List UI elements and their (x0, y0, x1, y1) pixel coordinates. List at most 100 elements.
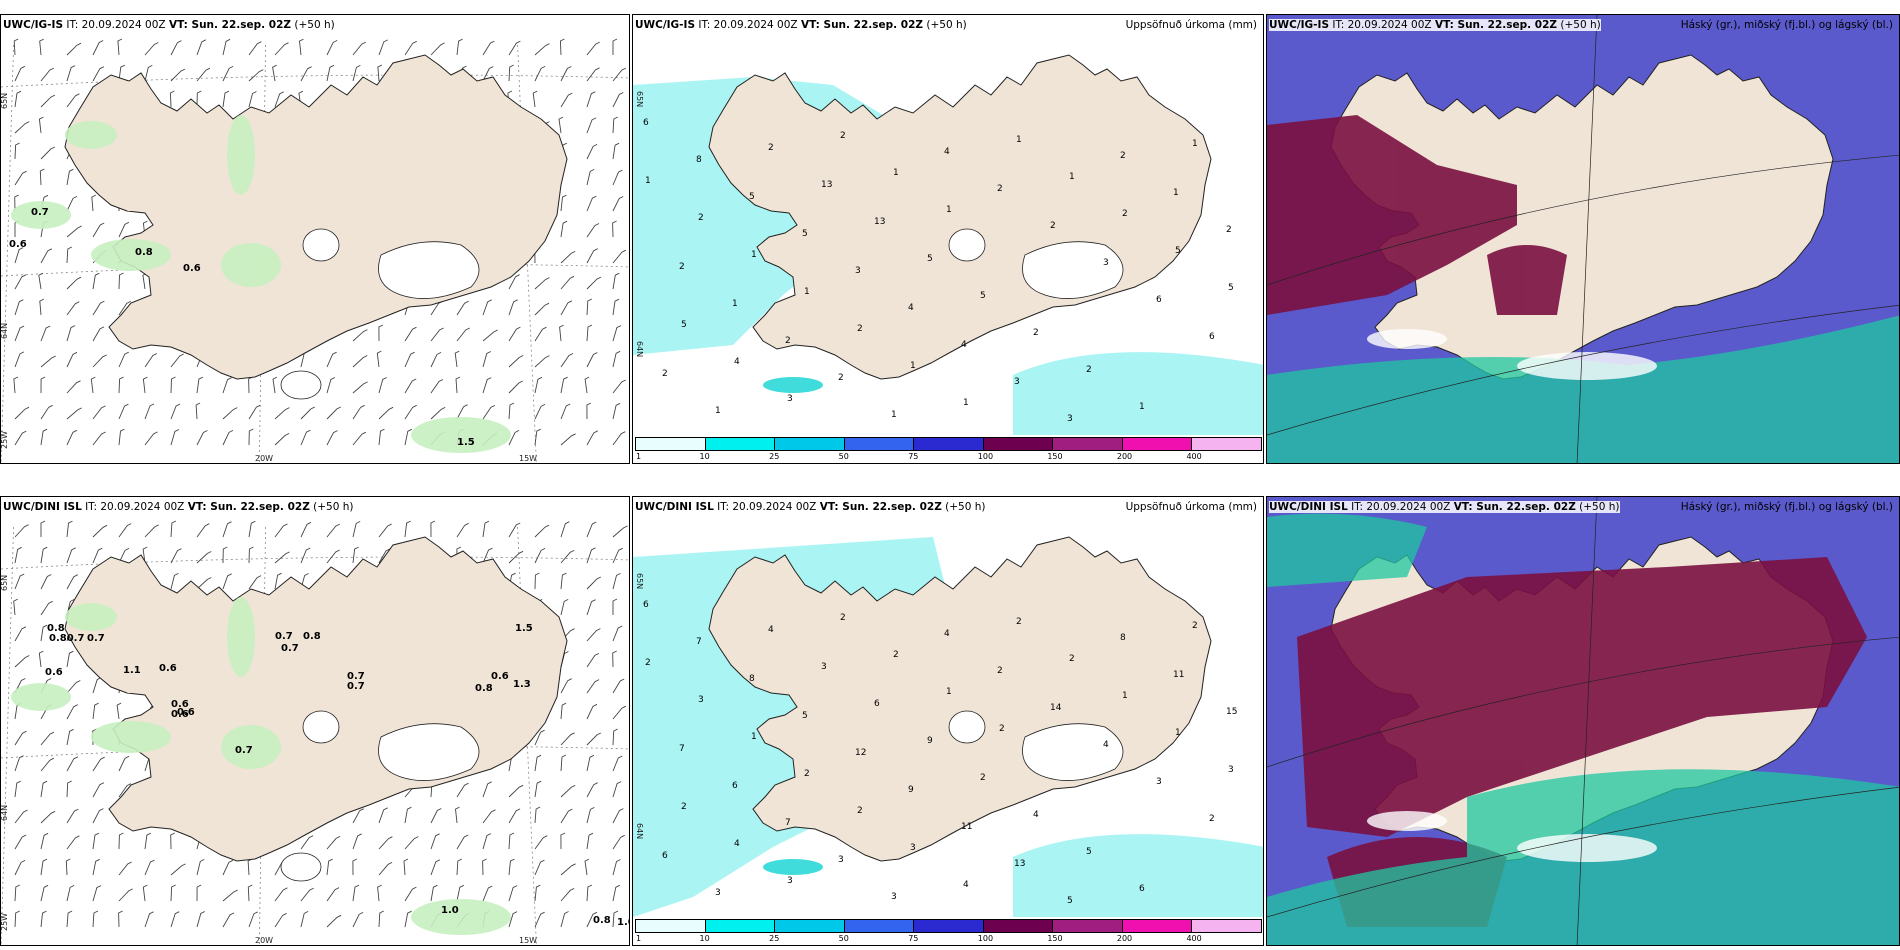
legend-tick: 400 (1186, 452, 1202, 461)
cloud-map (1267, 15, 1899, 463)
precip-value-label: 1 (946, 687, 952, 697)
legend-swatch (843, 919, 915, 933)
cloud-white-patches (1367, 329, 1657, 380)
legend-swatch (704, 919, 776, 933)
precip-value-label: 1 (1069, 172, 1075, 182)
wind-map: 0.80.80.7 0.70.6 1.1 0.60.60.60.60.7 0.80.70… (1, 520, 629, 945)
wind-value-label: 1.5 (457, 437, 475, 448)
precip-value-label: 7 (679, 744, 685, 754)
legend-tick: 200 (1116, 452, 1133, 461)
wind-value-label: 0.7 (31, 207, 49, 218)
glacier (1022, 241, 1124, 299)
legend-swatch (843, 437, 915, 451)
panel-title: UWC/IG-IS IT: 20.09.2024 00Z VT: Sun. 22… (635, 19, 967, 31)
precip-value-label: 1 (1173, 188, 1179, 198)
precip-value-label: 1 (732, 299, 738, 309)
precip-value-label: 1 (891, 410, 897, 420)
legend-swatch (982, 919, 1054, 933)
legend-swatch (1191, 437, 1262, 451)
wind-value-label: 0.6 (9, 239, 27, 250)
precip-value-label: 2 (1050, 221, 1056, 231)
precip-value-label: 3 (715, 888, 721, 898)
precip-value-label: 3 (1103, 258, 1109, 268)
legend-tick: 25 (769, 452, 780, 461)
cloud-title: Háský (gr.), miðský (fj.bl.) og lágský (… (1680, 501, 1893, 513)
lat-label: 64N (635, 823, 644, 839)
wind-value-label: 0.7 (235, 745, 253, 756)
wind-value-label: 0.6 (491, 671, 509, 682)
wind-value-label: 0.7 (347, 671, 365, 682)
lat-label: 65N (635, 91, 644, 107)
legend-tick: 1 (636, 452, 642, 461)
precip-title: Uppsöfnuð úrkoma (mm) (1125, 501, 1257, 513)
precip-value-label: 6 (1209, 332, 1215, 342)
precip-value-label: 3 (1228, 765, 1234, 775)
precip-map: 6855344332122122142236621213135522111211… (633, 54, 1263, 435)
wind-value-label: 0.8 (475, 683, 493, 694)
precip-title: Uppsöfnuð úrkoma (mm) (1125, 19, 1257, 31)
iceland-land (708, 536, 1212, 862)
glacier (378, 241, 480, 299)
precip-value-label: 2 (1209, 814, 1215, 824)
wind-value-label: 0.8 (593, 915, 611, 926)
precip-blobs (11, 115, 511, 453)
lon-label: 15W (519, 936, 537, 945)
lat-label: 64N (1, 323, 9, 339)
lon-label: 25W (1, 913, 9, 931)
precip-value-label: 2 (840, 131, 846, 141)
panel-title: UWC/DINI ISL IT: 20.09.2024 00Z VT: Sun.… (1269, 501, 1620, 513)
precip-value-label: 5 (802, 229, 808, 239)
precip-legend: 1 10 25 50 75 100 150 200 400 (635, 919, 1263, 943)
precip-area (1013, 352, 1263, 435)
precip-value-label: 13 (1014, 859, 1025, 869)
precip-value-label: 2 (804, 769, 810, 779)
precip-value-label: 9 (927, 736, 933, 746)
precip-value-label: 6 (662, 851, 668, 861)
precip-value-label: 2 (893, 650, 899, 660)
precip-value-label: 2 (999, 724, 1005, 734)
legend-tick: 25 (769, 934, 780, 943)
wind-value-label: 0.6 (45, 667, 63, 678)
panel-title: UWC/IG-IS IT: 20.09.2024 00Z VT: Sun. 22… (3, 19, 335, 31)
precip-value-label: 6 (643, 118, 649, 128)
precip-value-label: 6 (874, 699, 880, 709)
lon-label: 25W (1, 431, 9, 449)
wind-value-label: 0.6 (159, 663, 177, 674)
precip-value-label: 3 (891, 892, 897, 902)
lon-label: 20W (255, 454, 273, 463)
legend-tick: 100 (977, 934, 994, 943)
legend-tick: 50 (838, 934, 849, 943)
legend-tick: 10 (699, 934, 710, 943)
precip-value-label: 6 (1156, 295, 1162, 305)
precip-value-label: 1 (1122, 691, 1128, 701)
wind-value-label: 0.6 (171, 709, 189, 720)
precip-value-label: 4 (1103, 740, 1109, 750)
panel-precip-row1: UWC/IG-IS IT: 20.09.2024 00Z VT: Sun. 22… (632, 14, 1264, 464)
precip-value-label: 4 (734, 839, 740, 849)
precip-value-label: 2 (980, 773, 986, 783)
wind-value-label: 1.0 (441, 905, 459, 916)
precip-map: 6785129111358111576733421443263436924562… (633, 536, 1263, 917)
precip-value-label: 3 (910, 843, 916, 853)
precip-value-label: 3 (698, 695, 704, 705)
precip-value-label: 2 (1226, 225, 1232, 235)
wind-value-label: 0.7 (281, 643, 299, 654)
legend-swatch (1052, 919, 1123, 933)
precip-value-label: 1 (893, 168, 899, 178)
precip-value-label: 6 (732, 781, 738, 791)
wind-value-label: 0.8 (47, 623, 65, 634)
precip-value-label: 1 (804, 287, 810, 297)
precip-value-label: 5 (1086, 847, 1092, 857)
precip-value-label: 3 (821, 662, 827, 672)
precip-value-label: 15 (1226, 707, 1237, 717)
wind-value-label: 0.7 (347, 681, 365, 692)
precip-value-label: 13 (874, 217, 885, 227)
precip-value-label: 4 (944, 629, 950, 639)
legend-swatch (635, 437, 706, 451)
precip-value-label: 3 (855, 266, 861, 276)
precip-value-label: 1 (963, 398, 969, 408)
precip-value-label: 2 (785, 336, 791, 346)
legend-tick: 10 (699, 452, 710, 461)
precip-value-label: 3 (787, 876, 793, 886)
panel-wind-row2: UWC/DINI ISL IT: 20.09.2024 00Z VT: Sun.… (0, 496, 630, 946)
